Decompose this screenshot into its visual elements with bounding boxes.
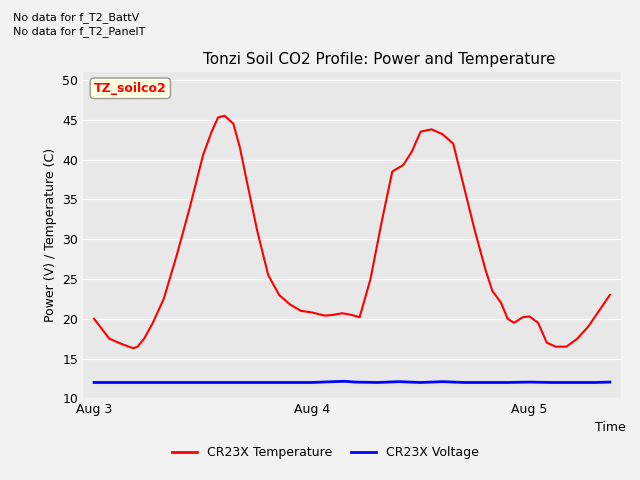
Text: No data for f_T2_PanelT: No data for f_T2_PanelT	[13, 26, 145, 37]
Text: TZ_soilco2: TZ_soilco2	[94, 82, 166, 95]
Text: Time: Time	[595, 421, 626, 434]
Title: Tonzi Soil CO2 Profile: Power and Temperature: Tonzi Soil CO2 Profile: Power and Temper…	[203, 52, 555, 67]
Legend: CR23X Temperature, CR23X Voltage: CR23X Temperature, CR23X Voltage	[166, 441, 484, 464]
Y-axis label: Power (V) / Temperature (C): Power (V) / Temperature (C)	[44, 148, 57, 322]
Text: No data for f_T2_BattV: No data for f_T2_BattV	[13, 12, 139, 23]
